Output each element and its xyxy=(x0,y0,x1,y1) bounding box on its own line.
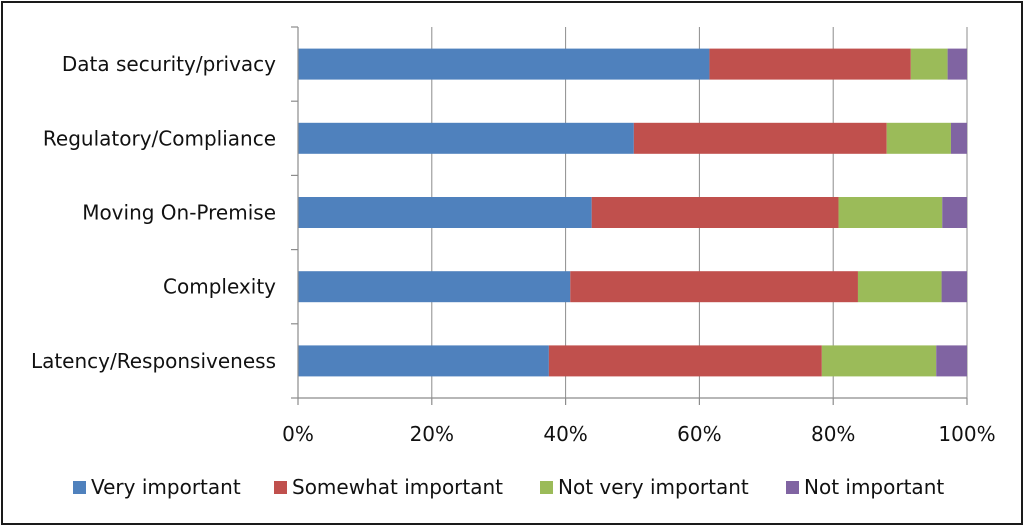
bar-segment xyxy=(947,48,967,80)
category-label: Latency/Responsiveness xyxy=(31,349,276,373)
bar-segment xyxy=(838,197,943,228)
bar-segment xyxy=(942,197,967,228)
bar-segment xyxy=(298,345,549,377)
category-label: Complexity xyxy=(163,275,276,299)
legend-swatch xyxy=(540,481,553,494)
legend-label: Somewhat important xyxy=(292,475,503,499)
legend-label: Very important xyxy=(91,475,241,499)
bar-segment xyxy=(633,122,887,154)
category-label: Moving On-Premise xyxy=(82,201,276,225)
bar-segment xyxy=(936,345,967,377)
bar-segment xyxy=(570,271,858,303)
bar-segment xyxy=(298,271,571,303)
x-tick-label: 80% xyxy=(811,422,855,446)
legend-swatch xyxy=(786,481,799,494)
x-tick-labels: 0% 20% 40% 60% 80% 100% xyxy=(282,422,995,446)
legend-swatch xyxy=(73,481,86,494)
bars xyxy=(298,48,967,377)
x-tick-label: 60% xyxy=(677,422,721,446)
legend-swatch xyxy=(274,481,287,494)
bar-segment xyxy=(298,122,634,154)
x-tick-label: 0% xyxy=(282,422,314,446)
x-tick-label: 40% xyxy=(543,422,587,446)
legend-label: Not very important xyxy=(558,475,749,499)
bar-segment xyxy=(950,122,967,154)
bar-segment xyxy=(591,197,839,228)
category-label: Regulatory/Compliance xyxy=(43,126,276,150)
x-tick-label: 20% xyxy=(410,422,454,446)
legend-label: Not important xyxy=(804,475,944,499)
bar-segment xyxy=(298,197,592,228)
x-tick-label: 100% xyxy=(938,422,995,446)
axes xyxy=(291,26,968,405)
bar-segment xyxy=(821,345,937,377)
category-labels: Data security/privacy Regulatory/Complian… xyxy=(31,52,276,373)
bar-segment xyxy=(941,271,967,303)
bar-segment xyxy=(548,345,822,377)
bar-segment xyxy=(298,48,710,80)
bar-segment xyxy=(857,271,942,303)
bar-segment xyxy=(886,122,951,154)
legend: Very important Somewhat important Not very… xyxy=(73,475,944,499)
bar-segment xyxy=(910,48,948,80)
category-label: Data security/privacy xyxy=(62,52,276,76)
bar-segment xyxy=(709,48,911,80)
